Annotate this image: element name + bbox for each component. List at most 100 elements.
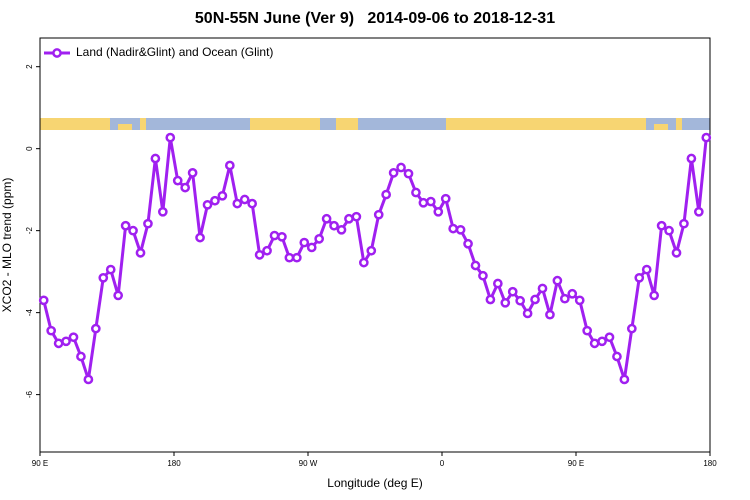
data-point <box>98 272 109 283</box>
y-tick-label: 2 <box>25 64 34 69</box>
data-point <box>530 294 540 305</box>
data-point <box>321 213 332 224</box>
x-tick-label: 90 E <box>568 459 584 468</box>
data-point <box>53 338 64 349</box>
data-point <box>463 238 473 249</box>
data-point <box>418 197 429 208</box>
data-point <box>679 218 689 229</box>
data-point <box>612 351 622 362</box>
data-point <box>664 225 674 236</box>
legend-label: Land (Nadir&Glint) and Ocean (Glint) <box>76 45 273 59</box>
data-point <box>284 252 295 263</box>
data-point <box>582 325 593 336</box>
plot-frame <box>39 37 711 453</box>
x-tick-label: 90 E <box>32 459 48 468</box>
y-tick-label: -2 <box>25 227 34 235</box>
data-point <box>381 189 392 200</box>
data-point <box>113 290 124 301</box>
data-point <box>396 162 406 173</box>
data-point <box>135 247 146 258</box>
data-point <box>329 220 339 231</box>
y-tick-label: 0 <box>25 146 34 151</box>
data-point <box>210 195 220 206</box>
data-point <box>291 252 302 263</box>
data-point <box>388 168 399 178</box>
data-point <box>157 206 168 217</box>
data-point <box>165 132 176 143</box>
data-point <box>545 309 555 320</box>
data-point <box>507 286 518 297</box>
data-point <box>143 218 153 229</box>
data-point <box>277 231 287 242</box>
data-point <box>128 225 138 236</box>
data-point <box>478 270 488 281</box>
data-point <box>485 294 496 305</box>
data-point <box>649 290 660 301</box>
data-point <box>83 374 94 385</box>
data-point <box>470 260 481 271</box>
data-point <box>150 153 161 164</box>
data-point <box>68 332 79 343</box>
x-tick-label: 0 <box>440 459 445 468</box>
data-point <box>455 224 466 235</box>
data-point <box>217 190 228 201</box>
data-point <box>254 249 265 260</box>
data-point <box>76 351 86 362</box>
data-point <box>597 336 607 347</box>
x-tick-label: 180 <box>167 459 181 468</box>
land-ocean-strip <box>40 118 710 130</box>
y-axis-label: XCO2 - MLO trend (ppm) <box>0 178 14 313</box>
data-point <box>500 297 511 308</box>
data-point <box>366 245 377 256</box>
data-point <box>574 295 585 306</box>
data-point <box>61 336 71 347</box>
data-line <box>42 137 708 380</box>
data-point <box>180 182 191 193</box>
data-point <box>314 234 325 244</box>
data-point <box>306 242 317 253</box>
data-point <box>522 308 533 319</box>
data-point <box>336 224 347 235</box>
data-point <box>373 209 384 220</box>
data-point <box>247 198 258 209</box>
data-point <box>351 211 362 222</box>
data-point <box>239 194 250 205</box>
data-point <box>641 264 652 275</box>
data-point <box>604 332 615 343</box>
data-point <box>38 295 49 306</box>
data-point <box>492 278 503 289</box>
data-point <box>701 132 712 143</box>
data-point <box>195 232 205 243</box>
data-point <box>344 213 354 224</box>
data-point <box>403 168 414 179</box>
x-tick-label: 180 <box>703 459 717 468</box>
data-point <box>686 153 697 164</box>
data-point <box>172 175 183 186</box>
data-point <box>46 325 57 336</box>
data-point <box>567 288 578 299</box>
data-point <box>90 323 101 334</box>
data-point <box>202 199 213 210</box>
data-point <box>693 206 704 217</box>
data-point <box>187 168 198 178</box>
data-point <box>589 338 600 349</box>
data-point <box>656 220 667 231</box>
data-point <box>433 206 444 217</box>
data-point <box>440 193 451 204</box>
data-point <box>232 198 243 209</box>
data-point <box>619 374 630 385</box>
chart-title: 50N-55N June (Ver 9) 2014-09-06 to 2018-… <box>195 10 555 27</box>
data-point <box>269 230 280 241</box>
data-point <box>411 187 421 198</box>
legend-marker <box>52 48 62 58</box>
data-point <box>671 247 682 258</box>
data-point <box>559 293 570 304</box>
data-point <box>537 283 548 294</box>
data-point <box>634 272 645 283</box>
data-point <box>552 275 563 286</box>
y-tick-label: -6 <box>25 391 34 399</box>
data-point <box>120 220 131 231</box>
data-point <box>105 264 116 275</box>
data-point <box>626 323 637 334</box>
